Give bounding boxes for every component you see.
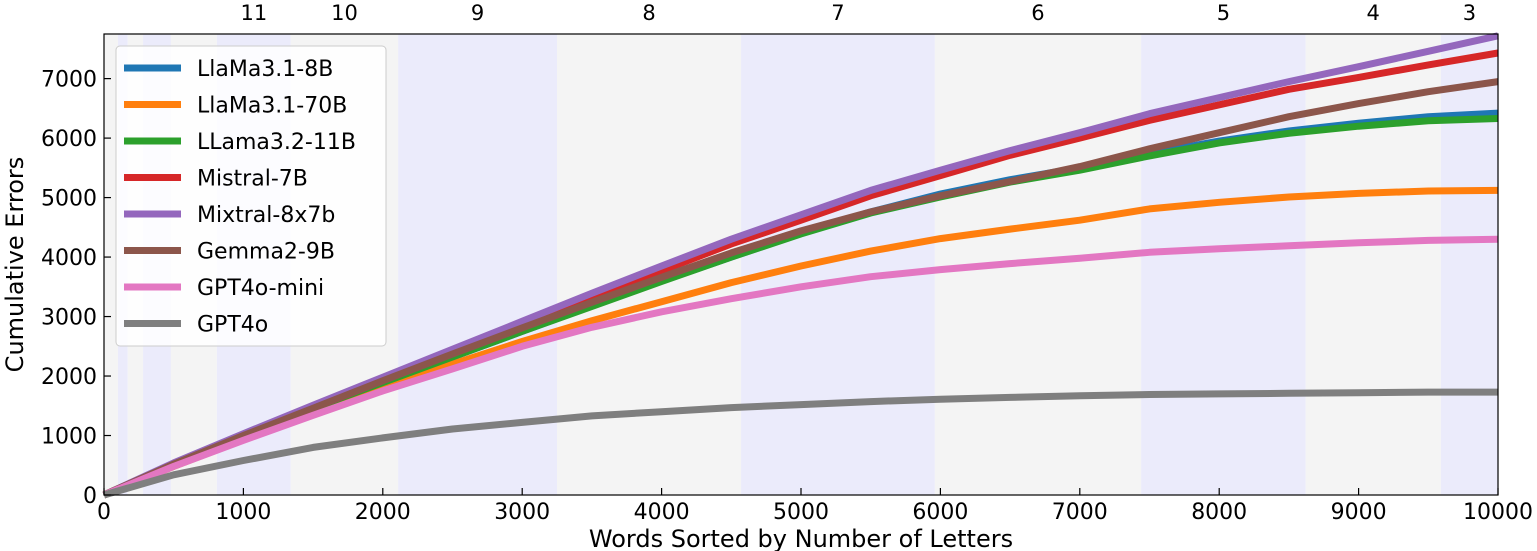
x-tick-label: 8000 <box>1191 500 1247 525</box>
y-tick-label: 4000 <box>41 246 97 271</box>
series-line-7 <box>103 388 1498 499</box>
band-9 <box>741 34 935 495</box>
band-13 <box>1440 34 1498 495</box>
legend-label: GPT4o-mini <box>197 276 324 301</box>
legend-label: Mistral-7B <box>197 167 308 192</box>
series-line-6 <box>102 235 1499 499</box>
legend-label: Gemma2-9B <box>197 240 335 265</box>
legend-label: LlaMa3.1-70B <box>197 94 347 119</box>
y-tick-label: 6000 <box>41 127 97 152</box>
legend: LlaMa3.1-8B LlaMa3.1-70B LLama3.2-11B Mistr… <box>115 45 387 347</box>
x-tick-label: 6000 <box>912 500 968 525</box>
legend-label: Mixtral-8x7b <box>197 203 335 228</box>
x-tick-label: 9000 <box>1331 500 1387 525</box>
legend-label: GPT4o <box>197 313 268 338</box>
legend-label: LlaMa3.1-8B <box>197 57 333 82</box>
y-tick-label: 7000 <box>41 68 97 93</box>
y-axis-ticks: 0 1000 2000 3000 4000 5000 6000 7000 <box>41 68 111 509</box>
y-tick-label: 1000 <box>41 425 97 450</box>
legend-label: LLama3.2-11B <box>197 130 356 155</box>
series-line-5 <box>102 78 1499 499</box>
series-lines <box>102 32 1499 499</box>
x-tick-label: 7000 <box>1052 500 1108 525</box>
y-axis-label: Cumulative Errors <box>1 157 29 373</box>
y-tick-label: 2000 <box>41 365 97 390</box>
band-label-11: 11 <box>240 1 267 25</box>
band-label-10: 10 <box>331 1 358 25</box>
band-label-3: 3 <box>1463 1 1476 25</box>
x-tick-label: 4000 <box>634 500 690 525</box>
x-tick-label: 2000 <box>355 500 411 525</box>
x-axis-ticks: 0 1000 2000 3000 4000 5000 6000 7000 8000 9000 100… <box>97 488 1533 525</box>
x-tick-label: 5000 <box>773 500 829 525</box>
legend-items: LlaMa3.1-8B LlaMa3.1-70B LLama3.2-11B Mistr… <box>124 57 356 338</box>
band-label-7: 7 <box>831 1 844 25</box>
legend-box <box>115 45 387 347</box>
letter-count-labels: 11 10 9 8 7 6 5 4 3 <box>240 1 1476 25</box>
band-label-9: 9 <box>471 1 484 25</box>
y-tick-label: 0 <box>83 484 97 509</box>
x-axis-label: Words Sorted by Number of Letters <box>589 525 1013 551</box>
y-tick-label: 5000 <box>41 187 97 212</box>
band-label-8: 8 <box>642 1 655 25</box>
x-tick-label: 0 <box>97 500 111 525</box>
y-tick-label: 3000 <box>41 306 97 331</box>
x-tick-label: 1000 <box>215 500 271 525</box>
x-tick-label: 3000 <box>494 500 550 525</box>
band-label-5: 5 <box>1217 1 1230 25</box>
band-0 <box>104 34 118 495</box>
x-tick-label: 10000 <box>1463 500 1533 525</box>
band-label-4: 4 <box>1367 1 1380 25</box>
band-label-6: 6 <box>1031 1 1044 25</box>
